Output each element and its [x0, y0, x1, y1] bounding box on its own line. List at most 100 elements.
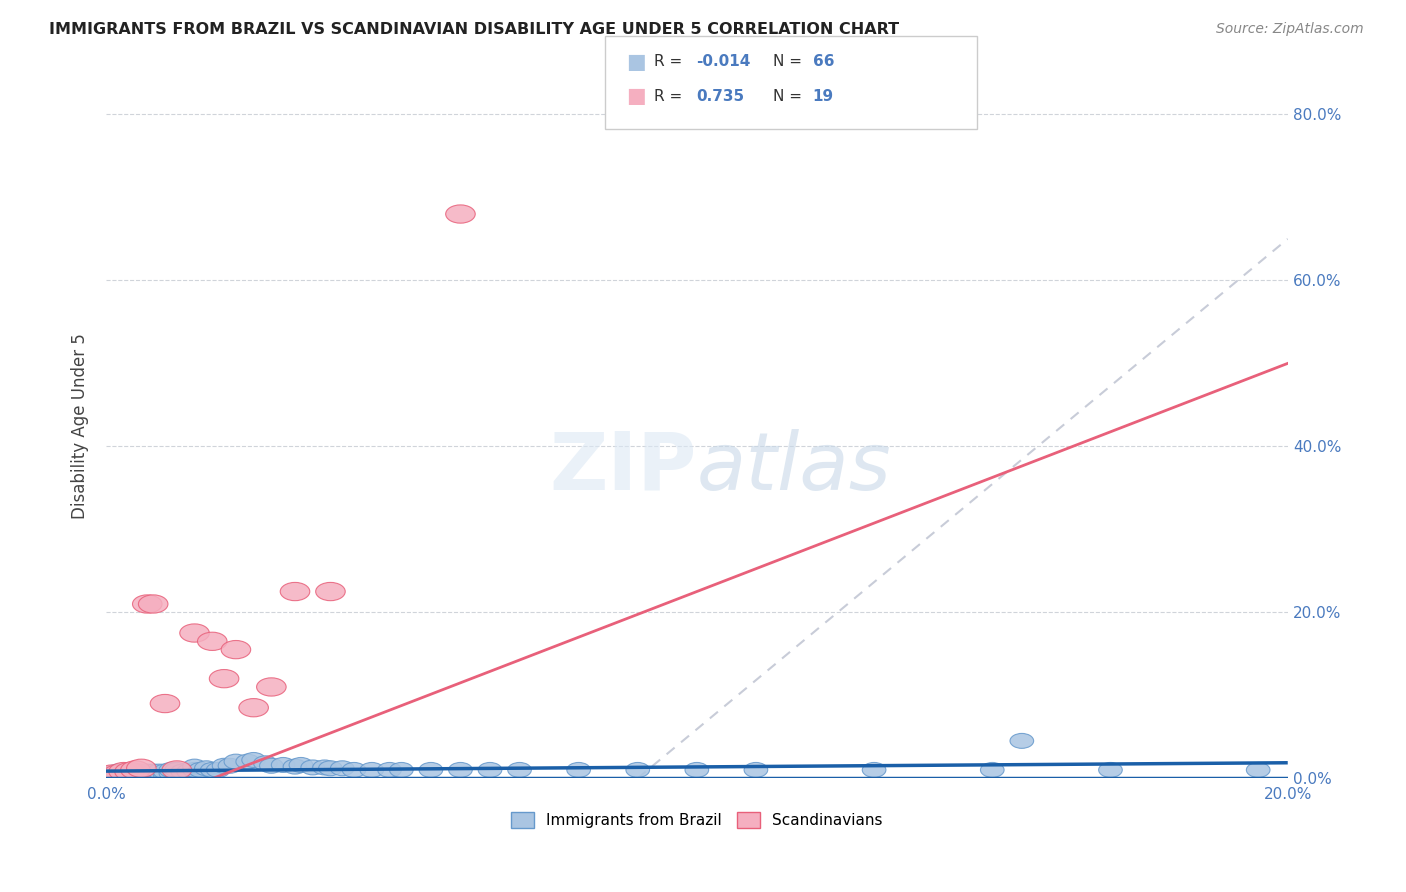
Ellipse shape — [201, 763, 224, 778]
Text: -0.014: -0.014 — [696, 54, 751, 69]
Ellipse shape — [112, 764, 135, 779]
Ellipse shape — [112, 767, 135, 782]
Ellipse shape — [221, 640, 250, 659]
Ellipse shape — [153, 764, 177, 779]
Ellipse shape — [180, 624, 209, 642]
Text: R =: R = — [654, 54, 682, 69]
Ellipse shape — [218, 758, 242, 773]
Ellipse shape — [188, 763, 212, 778]
Text: Source: ZipAtlas.com: Source: ZipAtlas.com — [1216, 22, 1364, 37]
Ellipse shape — [862, 763, 886, 778]
Ellipse shape — [389, 763, 413, 778]
Ellipse shape — [183, 763, 207, 778]
Ellipse shape — [165, 763, 188, 778]
Ellipse shape — [260, 758, 283, 773]
Ellipse shape — [419, 763, 443, 778]
Ellipse shape — [209, 670, 239, 688]
Ellipse shape — [283, 759, 307, 774]
Ellipse shape — [449, 763, 472, 778]
Ellipse shape — [115, 763, 145, 780]
Ellipse shape — [980, 763, 1004, 778]
Ellipse shape — [280, 582, 309, 600]
Ellipse shape — [103, 765, 132, 783]
Ellipse shape — [124, 765, 148, 780]
Ellipse shape — [626, 763, 650, 778]
Ellipse shape — [342, 763, 366, 778]
Ellipse shape — [183, 759, 207, 774]
Ellipse shape — [239, 698, 269, 717]
Ellipse shape — [118, 766, 142, 781]
Ellipse shape — [132, 595, 162, 613]
Text: ■: ■ — [626, 87, 645, 106]
Ellipse shape — [301, 760, 325, 775]
Ellipse shape — [212, 758, 236, 773]
Text: IMMIGRANTS FROM BRAZIL VS SCANDINAVIAN DISABILITY AGE UNDER 5 CORRELATION CHART: IMMIGRANTS FROM BRAZIL VS SCANDINAVIAN D… — [49, 22, 900, 37]
Ellipse shape — [207, 763, 231, 778]
Ellipse shape — [129, 766, 153, 781]
Text: 0.735: 0.735 — [696, 89, 744, 103]
Ellipse shape — [319, 761, 342, 776]
Ellipse shape — [148, 766, 172, 781]
Ellipse shape — [478, 763, 502, 778]
Ellipse shape — [312, 760, 336, 775]
Ellipse shape — [112, 765, 135, 780]
Ellipse shape — [360, 763, 384, 778]
Ellipse shape — [1098, 763, 1122, 778]
Ellipse shape — [197, 632, 226, 650]
Ellipse shape — [177, 764, 201, 779]
Ellipse shape — [224, 754, 247, 769]
Ellipse shape — [153, 766, 177, 781]
Ellipse shape — [105, 765, 129, 780]
Ellipse shape — [290, 757, 312, 772]
Ellipse shape — [159, 763, 183, 778]
Text: R =: R = — [654, 89, 682, 103]
Ellipse shape — [253, 756, 277, 771]
Text: N =: N = — [773, 54, 803, 69]
Ellipse shape — [142, 766, 165, 781]
Ellipse shape — [165, 765, 188, 780]
Ellipse shape — [1010, 733, 1033, 748]
Ellipse shape — [236, 754, 260, 769]
Ellipse shape — [271, 757, 295, 772]
Ellipse shape — [142, 764, 165, 779]
Ellipse shape — [446, 205, 475, 223]
Ellipse shape — [330, 761, 354, 776]
Ellipse shape — [121, 761, 150, 779]
Text: atlas: atlas — [697, 429, 891, 507]
Ellipse shape — [148, 764, 172, 779]
Ellipse shape — [256, 678, 287, 696]
Ellipse shape — [100, 765, 124, 780]
Ellipse shape — [138, 595, 167, 613]
Ellipse shape — [127, 759, 156, 778]
Text: ■: ■ — [626, 52, 645, 71]
Ellipse shape — [172, 764, 194, 779]
Ellipse shape — [97, 765, 127, 783]
Text: ZIP: ZIP — [550, 429, 697, 507]
Ellipse shape — [685, 763, 709, 778]
Ellipse shape — [135, 766, 159, 781]
Ellipse shape — [162, 761, 191, 779]
Text: 66: 66 — [813, 54, 834, 69]
Ellipse shape — [118, 765, 142, 780]
Ellipse shape — [100, 767, 124, 782]
Ellipse shape — [108, 763, 138, 780]
Ellipse shape — [129, 765, 153, 780]
Ellipse shape — [1246, 763, 1270, 778]
Text: 19: 19 — [813, 89, 834, 103]
Ellipse shape — [135, 764, 159, 779]
Ellipse shape — [159, 765, 183, 780]
Ellipse shape — [316, 582, 346, 600]
Ellipse shape — [105, 764, 129, 779]
Y-axis label: Disability Age Under 5: Disability Age Under 5 — [72, 333, 89, 518]
Ellipse shape — [567, 763, 591, 778]
Ellipse shape — [124, 764, 148, 778]
Ellipse shape — [105, 767, 129, 782]
Ellipse shape — [378, 763, 401, 778]
Ellipse shape — [150, 695, 180, 713]
Ellipse shape — [242, 753, 266, 767]
Legend: Immigrants from Brazil, Scandinavians: Immigrants from Brazil, Scandinavians — [505, 805, 889, 834]
Ellipse shape — [124, 766, 148, 781]
Ellipse shape — [508, 763, 531, 778]
Ellipse shape — [744, 763, 768, 778]
Text: N =: N = — [773, 89, 803, 103]
